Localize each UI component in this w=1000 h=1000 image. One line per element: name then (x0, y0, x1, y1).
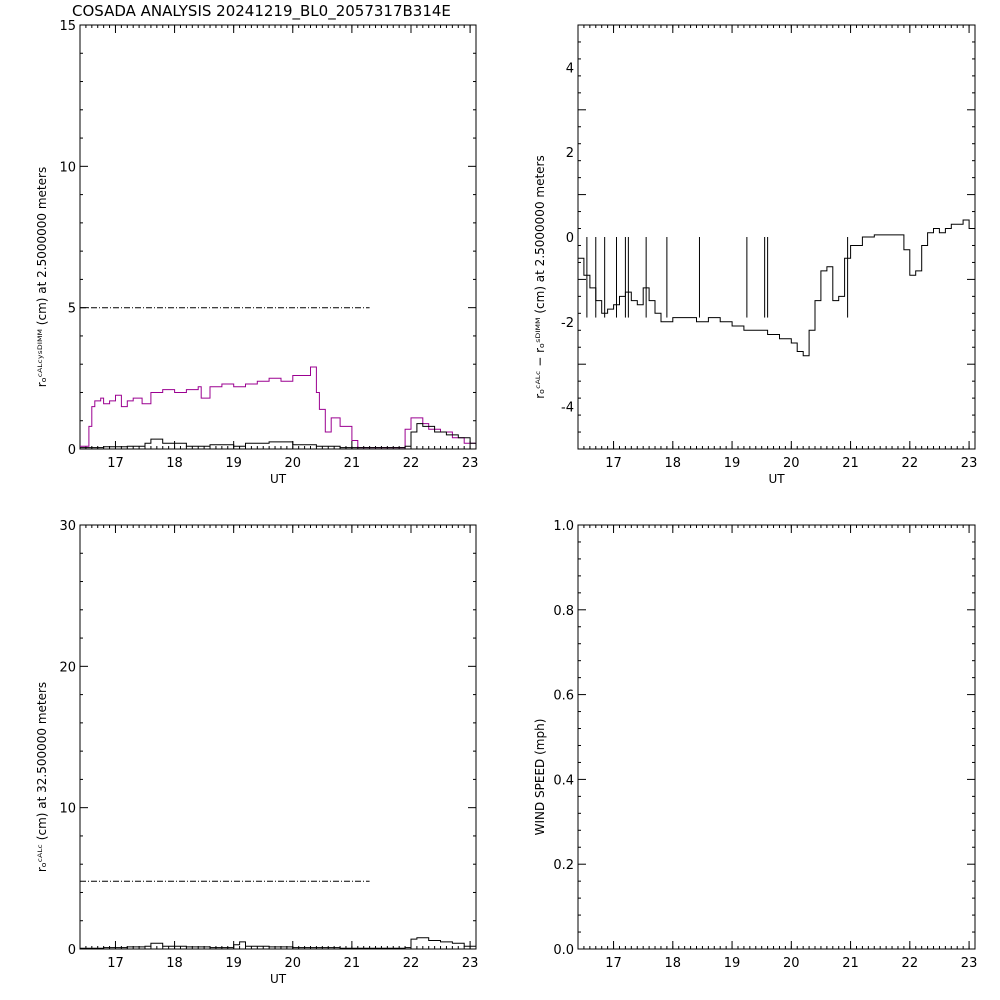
y-tick-label: 20 (59, 660, 76, 675)
x-tick-label: 21 (344, 956, 361, 971)
y-tick-label: 2 (566, 146, 574, 161)
x-tick-label: 20 (783, 956, 800, 971)
x-tick-label: 17 (605, 456, 622, 471)
plot-frame (79, 524, 477, 950)
panel-bottom-right: 17 18 19 20 21 22 23 0.0 0.2 0.4 0.6 0.8 1.0 WIND SPE… (533, 519, 977, 971)
y-axis-label: rₒᶜᴬᴸᶜʸˢᴰᴵᴹᴹ (cm) at 2.5000000 meters (35, 167, 49, 387)
plot-frame (577, 24, 976, 450)
y-tick-label: 4 (566, 61, 574, 76)
x-tick-label: 19 (225, 956, 242, 971)
x-tick-label: 17 (107, 956, 124, 971)
x-tick-label: 20 (285, 956, 302, 971)
y-tick-label: 0.2 (553, 858, 574, 873)
x-tick-label: 19 (724, 956, 741, 971)
x-tick-label: 17 (107, 456, 124, 471)
x-tick-label: 21 (842, 956, 859, 971)
plot-area (578, 219, 975, 357)
panel-top-left: 17 18 19 20 21 22 23 0 5 10 15 UT rₒᶜᴬᴸᶜʸˢᴰᴵᴹᴹ (cm) … (35, 19, 478, 486)
x-tick-label: 22 (902, 956, 919, 971)
x-axis-label: UT (270, 972, 287, 986)
x-tick-label: 23 (961, 456, 978, 471)
series-line (80, 423, 476, 449)
y-tick-label: 0 (68, 943, 76, 958)
y-tick-label: 5 (68, 302, 76, 317)
y-tick-label: -2 (561, 316, 574, 331)
y-tick-label: -4 (561, 401, 574, 416)
x-axis-label: UT (768, 472, 785, 486)
y-tick-label: 0.6 (553, 689, 574, 704)
x-axis-label: UT (270, 472, 287, 486)
y-tick-label: 0.4 (553, 773, 574, 788)
x-tick-label: 22 (403, 456, 420, 471)
x-tick-label: 23 (462, 956, 479, 971)
x-tick-label: 18 (665, 456, 682, 471)
y-axis-label: WIND SPEED (mph) (533, 719, 547, 836)
x-tick-label: 23 (462, 456, 479, 471)
plot-frame (577, 524, 976, 950)
page-title: COSADA ANALYSIS 20241219_BL0_2057317B314… (72, 2, 451, 20)
y-tick-label: 10 (59, 160, 76, 175)
series-line (578, 219, 975, 357)
x-tick-label: 22 (403, 956, 420, 971)
series-line (80, 366, 476, 449)
x-tick-label: 19 (225, 456, 242, 471)
x-tick-label: 20 (285, 456, 302, 471)
y-tick-label: 10 (59, 802, 76, 817)
x-tick-label: 17 (605, 956, 622, 971)
series-line (80, 937, 476, 949)
x-tick-label: 18 (166, 956, 183, 971)
y-tick-label: 0 (566, 231, 574, 246)
x-tick-label: 18 (665, 956, 682, 971)
x-tick-label: 19 (724, 456, 741, 471)
plot-area (80, 308, 476, 449)
x-tick-label: 22 (902, 456, 919, 471)
y-tick-label: 0.8 (553, 604, 574, 619)
plot-frame (79, 24, 477, 450)
y-tick-label: 15 (59, 19, 76, 34)
x-tick-label: 23 (961, 956, 978, 971)
y-tick-label: 1.0 (553, 519, 574, 534)
x-tick-label: 18 (166, 456, 183, 471)
y-tick-label: 30 (59, 519, 76, 534)
y-tick-label: 0 (68, 443, 76, 458)
x-tick-label: 21 (344, 456, 361, 471)
y-tick-label: 0.0 (553, 943, 574, 958)
panel-bottom-left: 17 18 19 20 21 22 23 0 10 20 30 UT rₒᶜᴬᴸᶜ (cm) at 32… (35, 519, 478, 986)
panel-top-right: 17 18 19 20 21 22 23 -4 -2 0 2 4 UT rₒᶜᴬᴸᶜ − rₒˢᴰᴵᴹᴹ … (533, 24, 978, 486)
x-tick-label: 21 (842, 456, 859, 471)
x-tick-label: 20 (783, 456, 800, 471)
y-axis-label: rₒᶜᴬᴸᶜ (cm) at 32.500000 meters (35, 682, 49, 872)
plot-area (80, 881, 476, 949)
y-axis-label: rₒᶜᴬᴸᶜ − rₒˢᴰᴵᴹᴹ (cm) at 2.5000000 meter… (533, 155, 547, 399)
